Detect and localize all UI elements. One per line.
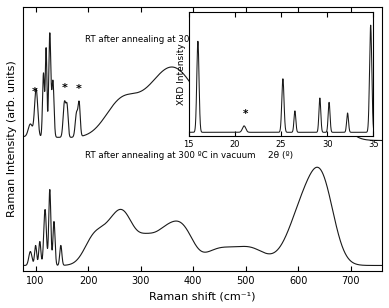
Text: *: * bbox=[61, 83, 67, 93]
Y-axis label: Raman Intensity (arb. units): Raman Intensity (arb. units) bbox=[7, 60, 17, 217]
Y-axis label: XRD Intensity: XRD Intensity bbox=[177, 43, 186, 105]
Text: *: * bbox=[243, 109, 249, 120]
Text: RT after annealing at 300 ºC in air: RT after annealing at 300 ºC in air bbox=[86, 35, 233, 44]
X-axis label: Raman shift (cm⁻¹): Raman shift (cm⁻¹) bbox=[149, 291, 256, 301]
X-axis label: 2θ (º): 2θ (º) bbox=[268, 151, 294, 160]
Text: *: * bbox=[76, 84, 82, 94]
Text: RT after annealing at 300 ºC in vacuum: RT after annealing at 300 ºC in vacuum bbox=[86, 151, 256, 160]
Text: *: * bbox=[32, 87, 37, 97]
